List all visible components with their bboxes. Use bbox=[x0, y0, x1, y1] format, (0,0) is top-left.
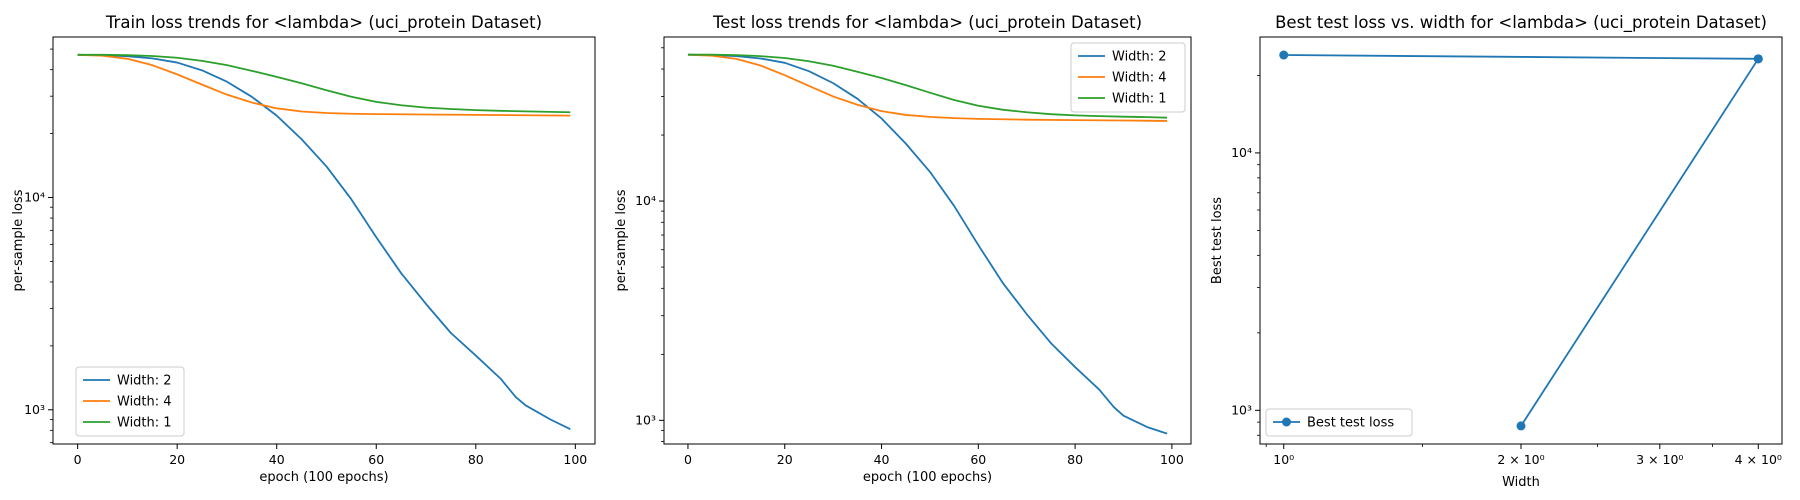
legend-entry: Width: 4 bbox=[1112, 71, 1167, 86]
x-tick-label: 20 bbox=[777, 452, 793, 467]
y-tick-label: 10³ bbox=[1231, 402, 1252, 417]
x-tick-label: 3 × 10⁰ bbox=[1636, 452, 1683, 467]
legend: Width: 2 Width: 4 Width: 1 bbox=[75, 366, 185, 437]
x-tick-label: 4 × 10⁰ bbox=[1735, 452, 1782, 467]
y-axis-label: per-sample loss bbox=[11, 189, 26, 291]
chart-title: Train loss trends for <lambda> (uci_prot… bbox=[105, 13, 542, 33]
chart-title: Best test loss vs. width for <lambda> (u… bbox=[1275, 13, 1767, 33]
legend: Best test loss bbox=[1265, 408, 1413, 437]
x-axis-label: epoch (100 epochs) bbox=[259, 470, 388, 485]
legend-entry: Width: 1 bbox=[117, 416, 172, 431]
data-point bbox=[1516, 421, 1526, 431]
y-tick-label: 10⁴ bbox=[24, 189, 45, 204]
y-tick-label: 10³ bbox=[24, 402, 45, 417]
x-tick-label: 0 bbox=[684, 452, 692, 467]
x-tick-label: 2 × 10⁰ bbox=[1497, 452, 1544, 467]
series-line-1 bbox=[77, 53, 571, 117]
train-loss-chart: Train loss trends for <lambda> (uci_prot… bbox=[11, 13, 596, 485]
axes-frame bbox=[1259, 36, 1783, 445]
legend-box bbox=[75, 366, 185, 437]
legend-box bbox=[1265, 408, 1413, 437]
x-tick-label: 100 bbox=[563, 452, 587, 467]
y-tick-label: 10⁴ bbox=[635, 193, 656, 208]
chart-title: Test loss trends for <lambda> (uci_prote… bbox=[712, 13, 1142, 33]
legend-box bbox=[1070, 42, 1186, 113]
legend-entry: Best test loss bbox=[1307, 416, 1394, 431]
series-line-0 bbox=[77, 53, 571, 431]
x-tick-label: 60 bbox=[368, 452, 384, 467]
series-line-2 bbox=[687, 53, 1168, 119]
axes-frame bbox=[663, 36, 1192, 445]
legend-entry: Width: 4 bbox=[117, 395, 172, 410]
x-tick-label: 40 bbox=[874, 452, 890, 467]
best-test-loss-chart: Best test loss vs. width for <lambda> (u… bbox=[1210, 13, 1783, 490]
series-line-0 bbox=[1283, 54, 1760, 427]
x-tick-label: 80 bbox=[1067, 452, 1083, 467]
legend-entry: Width: 2 bbox=[117, 374, 172, 389]
legend: Width: 2 Width: 4 Width: 1 bbox=[1070, 42, 1186, 113]
x-tick-label: 100 bbox=[1160, 452, 1184, 467]
x-tick-label: 80 bbox=[468, 452, 484, 467]
y-tick-label: 10⁴ bbox=[1231, 145, 1252, 160]
axes-frame bbox=[52, 36, 596, 445]
x-tick-label: 60 bbox=[970, 452, 986, 467]
y-axis-label: per-sample loss bbox=[614, 189, 629, 291]
x-tick-label: 20 bbox=[169, 452, 185, 467]
data-point bbox=[1279, 50, 1289, 60]
x-tick-label: 40 bbox=[269, 452, 285, 467]
series-line-2 bbox=[77, 53, 571, 114]
x-tick-label: 0 bbox=[74, 452, 82, 467]
test-loss-chart: Test loss trends for <lambda> (uci_prote… bbox=[614, 13, 1192, 485]
legend-marker bbox=[1282, 417, 1291, 427]
x-axis-label: Width bbox=[1502, 475, 1540, 490]
series-line-1 bbox=[687, 53, 1168, 122]
data-point bbox=[1753, 54, 1763, 64]
x-tick-label: 10⁰ bbox=[1273, 452, 1294, 467]
x-axis-label: epoch (100 epochs) bbox=[863, 470, 992, 485]
y-axis-label: Best test loss bbox=[1210, 197, 1225, 284]
legend-entry: Width: 2 bbox=[1112, 50, 1167, 65]
series-line-0 bbox=[687, 53, 1168, 435]
legend-entry: Width: 1 bbox=[1112, 92, 1167, 107]
y-tick-label: 10³ bbox=[635, 412, 656, 427]
